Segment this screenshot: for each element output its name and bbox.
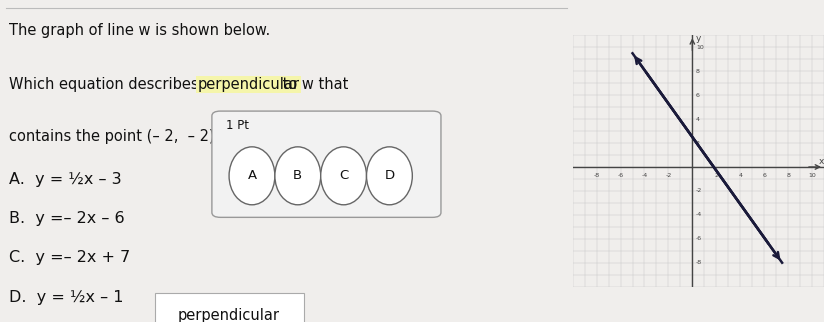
Text: 1 Pt: 1 Pt <box>227 119 249 132</box>
Text: contains the point (– 2,  – 2)?: contains the point (– 2, – 2)? <box>8 129 222 144</box>
Text: C.  y =– 2x + 7: C. y =– 2x + 7 <box>8 250 130 265</box>
Text: perpendicular: perpendicular <box>198 77 300 92</box>
Text: x: x <box>819 156 824 166</box>
Text: -6: -6 <box>617 173 624 178</box>
Text: -2: -2 <box>665 173 672 178</box>
Text: The graph of line w is shown below.: The graph of line w is shown below. <box>8 23 269 38</box>
Text: D.  y = ½x – 1: D. y = ½x – 1 <box>8 290 123 305</box>
Text: A.  y = ½x – 3: A. y = ½x – 3 <box>8 172 121 187</box>
Text: 8: 8 <box>696 69 700 74</box>
Text: B: B <box>293 169 302 182</box>
Text: 10: 10 <box>696 45 704 50</box>
Text: B.  y =– 2x – 6: B. y =– 2x – 6 <box>8 211 124 226</box>
Text: 8: 8 <box>786 173 790 178</box>
Text: Which equation describes a line: Which equation describes a line <box>8 77 248 92</box>
Text: 10: 10 <box>808 173 816 178</box>
Text: 6: 6 <box>696 93 700 98</box>
FancyBboxPatch shape <box>212 111 441 217</box>
Text: 2: 2 <box>696 140 700 146</box>
Ellipse shape <box>229 147 275 205</box>
Text: C: C <box>339 169 349 182</box>
FancyBboxPatch shape <box>155 293 303 322</box>
Text: to w that: to w that <box>278 77 348 92</box>
Text: -4: -4 <box>641 173 648 178</box>
Text: perpendicular: perpendicular <box>178 308 280 322</box>
Ellipse shape <box>367 147 412 205</box>
Ellipse shape <box>321 147 367 205</box>
Text: -4: -4 <box>696 212 702 217</box>
Text: -8: -8 <box>593 173 600 178</box>
Text: y: y <box>695 34 701 43</box>
Text: -6: -6 <box>696 236 702 241</box>
Text: 6: 6 <box>762 173 766 178</box>
Text: 4: 4 <box>738 173 742 178</box>
Text: Which equation describes a line: Which equation describes a line <box>8 77 248 92</box>
Ellipse shape <box>275 147 321 205</box>
Text: -8: -8 <box>696 260 702 265</box>
Text: -2: -2 <box>696 188 702 194</box>
Text: A: A <box>247 169 256 182</box>
Text: D: D <box>384 169 395 182</box>
Text: 2: 2 <box>714 173 719 178</box>
Text: 4: 4 <box>696 117 700 122</box>
